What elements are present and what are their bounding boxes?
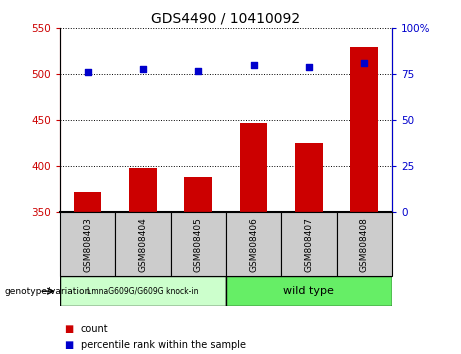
Text: GSM808406: GSM808406 xyxy=(249,217,258,272)
FancyBboxPatch shape xyxy=(60,212,115,276)
Text: GSM808407: GSM808407 xyxy=(304,217,313,272)
Text: wild type: wild type xyxy=(284,286,334,296)
Text: GSM808403: GSM808403 xyxy=(83,217,92,272)
Bar xyxy=(295,143,323,212)
Bar xyxy=(74,192,101,212)
Bar xyxy=(350,47,378,212)
Bar xyxy=(240,123,267,212)
Text: ■: ■ xyxy=(65,340,74,350)
Point xyxy=(84,70,91,75)
FancyBboxPatch shape xyxy=(281,212,337,276)
Point xyxy=(305,64,313,70)
Text: GSM808408: GSM808408 xyxy=(360,217,369,272)
FancyBboxPatch shape xyxy=(115,212,171,276)
Text: percentile rank within the sample: percentile rank within the sample xyxy=(81,340,246,350)
FancyBboxPatch shape xyxy=(226,212,281,276)
Text: ■: ■ xyxy=(65,324,74,334)
Text: LmnaG609G/G609G knock-in: LmnaG609G/G609G knock-in xyxy=(87,287,199,296)
Title: GDS4490 / 10410092: GDS4490 / 10410092 xyxy=(151,12,301,26)
Point xyxy=(139,66,147,72)
Text: GSM808404: GSM808404 xyxy=(138,217,148,272)
FancyBboxPatch shape xyxy=(226,276,392,306)
Text: genotype/variation: genotype/variation xyxy=(5,287,91,296)
FancyBboxPatch shape xyxy=(171,212,226,276)
Text: GSM808405: GSM808405 xyxy=(194,217,203,272)
FancyBboxPatch shape xyxy=(60,276,226,306)
FancyBboxPatch shape xyxy=(337,212,392,276)
Point xyxy=(250,62,257,68)
Bar xyxy=(129,168,157,212)
Bar xyxy=(184,177,212,212)
Point xyxy=(195,68,202,74)
Point xyxy=(361,61,368,66)
Text: count: count xyxy=(81,324,108,334)
